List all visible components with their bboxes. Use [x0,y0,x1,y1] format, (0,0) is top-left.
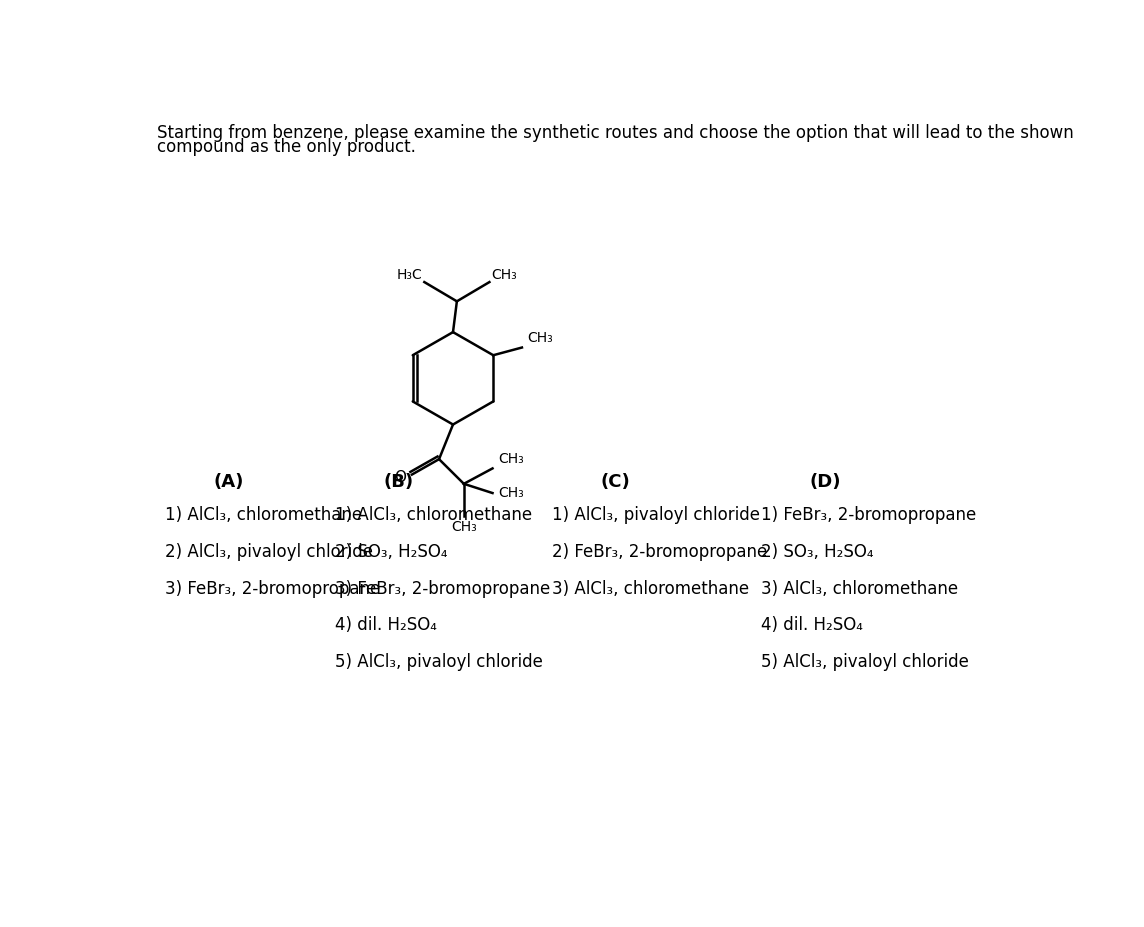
Text: 5) AlCl₃, pivaloyl chloride: 5) AlCl₃, pivaloyl chloride [762,653,969,671]
Text: 5) AlCl₃, pivaloyl chloride: 5) AlCl₃, pivaloyl chloride [335,653,543,671]
Text: compound as the only product.: compound as the only product. [157,138,415,156]
Text: (C): (C) [601,473,630,490]
Text: 3) FeBr₃, 2-bromopropane: 3) FeBr₃, 2-bromopropane [335,578,550,597]
Text: CH₃: CH₃ [498,451,524,466]
Text: CH₃: CH₃ [451,520,477,534]
Text: 1) AlCl₃, pivaloyl chloride: 1) AlCl₃, pivaloyl chloride [553,505,761,523]
Text: H₃C: H₃C [397,267,423,281]
Text: 3) AlCl₃, chloromethane: 3) AlCl₃, chloromethane [553,578,749,597]
Text: 2) FeBr₃, 2-bromopropane: 2) FeBr₃, 2-bromopropane [553,542,768,560]
Text: 1) AlCl₃, chloromethane: 1) AlCl₃, chloromethane [335,505,532,523]
Text: (D): (D) [809,473,841,490]
Text: 1) AlCl₃, chloromethane: 1) AlCl₃, chloromethane [165,505,362,523]
Text: Starting from benzene, please examine the synthetic routes and choose the option: Starting from benzene, please examine th… [157,123,1074,142]
Text: 2) SO₃, H₂SO₄: 2) SO₃, H₂SO₄ [335,542,447,560]
Text: 1) FeBr₃, 2-bromopropane: 1) FeBr₃, 2-bromopropane [762,505,977,523]
Text: (A): (A) [213,473,244,490]
Text: CH₃: CH₃ [498,485,524,499]
Text: 3) FeBr₃, 2-bromopropane: 3) FeBr₃, 2-bromopropane [165,578,380,597]
Text: 2) SO₃, H₂SO₄: 2) SO₃, H₂SO₄ [762,542,874,560]
Text: CH₃: CH₃ [491,267,517,281]
Text: 3) AlCl₃, chloromethane: 3) AlCl₃, chloromethane [762,578,959,597]
Text: 4) dil. H₂SO₄: 4) dil. H₂SO₄ [762,616,864,634]
Text: O: O [394,469,406,484]
Text: 2) AlCl₃, pivaloyl chloride: 2) AlCl₃, pivaloyl chloride [165,542,373,560]
Text: (B): (B) [383,473,414,490]
Text: 4) dil. H₂SO₄: 4) dil. H₂SO₄ [335,616,437,634]
Text: CH₃: CH₃ [527,331,553,345]
